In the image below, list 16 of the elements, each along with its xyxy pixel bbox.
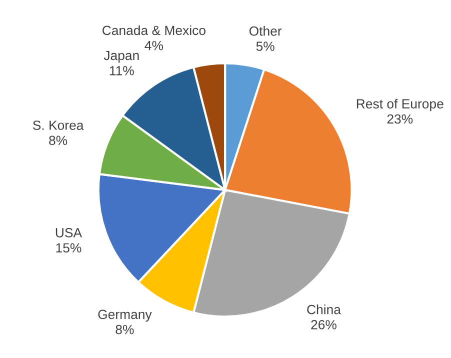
slice-label: Canada & Mexico <box>102 25 206 36</box>
slice-label: Japan <box>104 50 139 63</box>
data-label: 8% <box>49 136 68 146</box>
data-label: 11% <box>110 66 134 76</box>
slice-label: S. Korea <box>32 120 84 130</box>
data-label: 23% <box>387 114 413 124</box>
slice-label: Other <box>249 26 282 36</box>
slice-label: USA <box>56 228 82 238</box>
slice-label: Germany <box>98 310 152 322</box>
data-label: 5% <box>256 42 274 51</box>
slice-label: Rest of Europe <box>356 98 444 112</box>
data-label: 26% <box>311 320 336 330</box>
data-label: 8% <box>116 324 134 334</box>
slice-label: China <box>307 304 341 314</box>
data-label: 4% <box>144 40 163 50</box>
data-label: 15% <box>56 243 82 253</box>
